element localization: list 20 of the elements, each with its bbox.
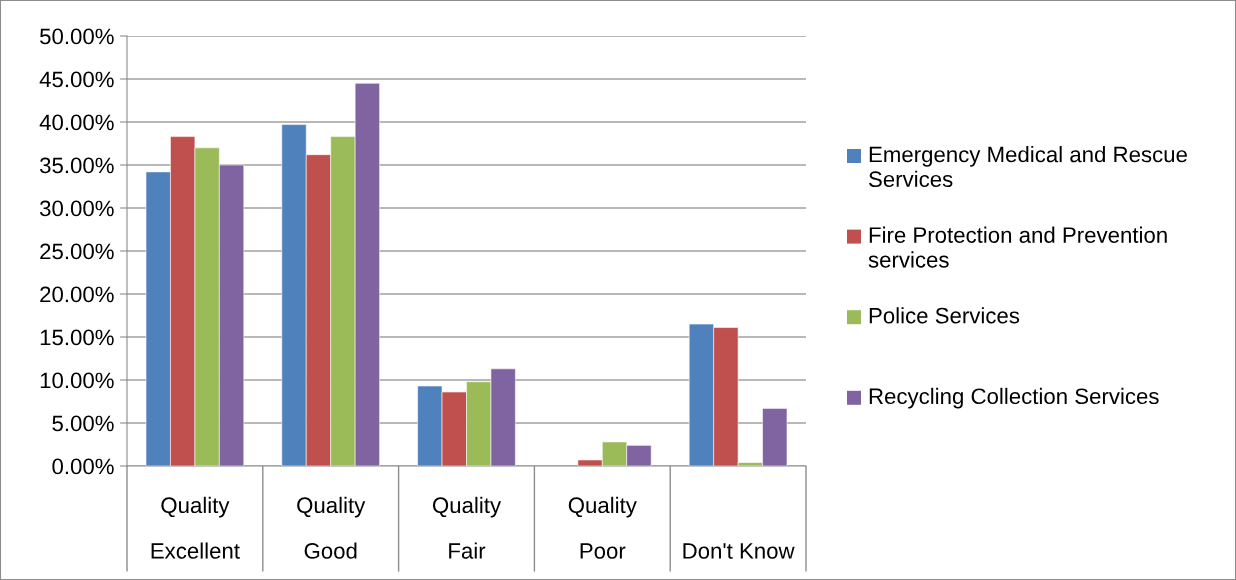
legend-label: Recycling Collection Services [869, 387, 1159, 409]
y-tick-label: 50.00% [40, 28, 114, 45]
x-tick-label: Quality Good [297, 496, 366, 559]
x-tick-label: Quality Poor [568, 496, 637, 559]
x-tick-label: Quality Excellent [151, 496, 240, 559]
y-tick-label: 25.00% [40, 243, 114, 260]
y-tick-label: 30.00% [39, 200, 114, 217]
y-tick-label: 20.00% [40, 286, 114, 303]
x-tick-label: Quality Fair [432, 496, 502, 559]
y-tick-label: 15.00% [40, 329, 114, 346]
x-tick-label: Don't Know [683, 543, 795, 559]
legend-label: Fire Protection and Prevention services [868, 226, 1167, 268]
y-tick-label: 0.00% [52, 458, 114, 475]
y-tick-label: 45.00% [39, 71, 114, 88]
legend-label: Police Services [869, 307, 1020, 324]
y-tick-label: 5.00% [52, 415, 114, 432]
legend-label: Emergency Medical and Rescue Services [869, 146, 1187, 188]
y-tick-label: 10.00% [40, 372, 114, 389]
y-tick-label: 35.00% [39, 157, 114, 174]
y-tick-label: 40.00% [39, 114, 114, 131]
